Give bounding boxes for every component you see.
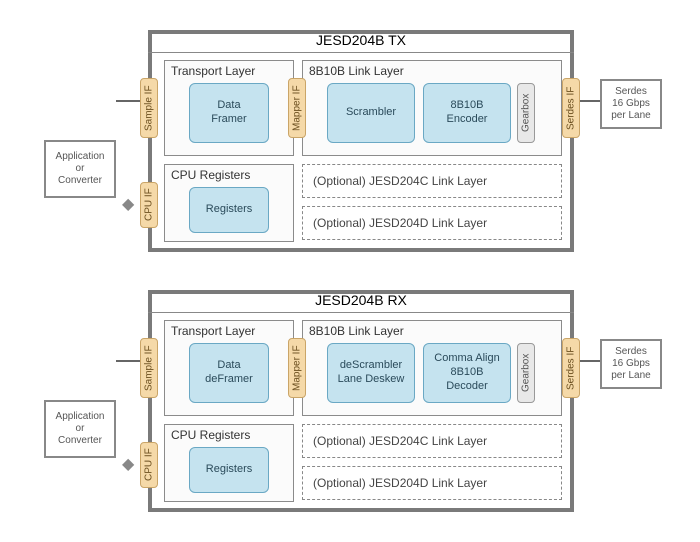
tx-opt-c: (Optional) JESD204C Link Layer — [302, 164, 562, 198]
tx-cpu-label: CPU Registers — [171, 168, 250, 182]
rx-opt-d: (Optional) JESD204D Link Layer — [302, 466, 562, 500]
rx-decoder: Comma Align8B10BDecoder — [423, 343, 511, 403]
rx-link-group: 8B10B Link Layer deScramblerLane Deskew … — [302, 320, 562, 416]
rx-cpu-if: CPU IF — [140, 442, 158, 488]
rx-data-deframer: DatadeFramer — [189, 343, 269, 403]
rx-gearbox: Gearbox — [517, 343, 535, 403]
tx-mapper-if: Mapper IF — [288, 78, 306, 138]
tx-link-label: 8B10B Link Layer — [309, 64, 404, 78]
tx-right-text: Serdes16 Gbpsper Lane — [611, 86, 650, 122]
rx-sample-if: Sample IF — [140, 338, 158, 398]
rx-left-text: ApplicationorConverter — [56, 411, 105, 447]
tx-data-framer: DataFramer — [189, 83, 269, 143]
rx-mapper-if: Mapper IF — [288, 338, 306, 398]
tx-left-text: ApplicationorConverter — [56, 151, 105, 187]
rx-transport-group: Transport Layer DatadeFramer — [164, 320, 294, 416]
tx-scrambler: Scrambler — [327, 83, 415, 143]
tx-serdes-if: Serdes IF — [562, 78, 580, 138]
rx-cpu-group: CPU Registers Registers — [164, 424, 294, 502]
rx-right-text: Serdes16 Gbpsper Lane — [611, 346, 650, 382]
tx-registers: Registers — [189, 187, 269, 233]
tx-transport-group: Transport Layer DataFramer — [164, 60, 294, 156]
rx-cpu-label: CPU Registers — [171, 428, 250, 442]
tx-right-label: Serdes16 Gbpsper Lane — [600, 79, 662, 129]
rx-transport-label: Transport Layer — [171, 324, 255, 338]
tx-link-group: 8B10B Link Layer Scrambler 8B10BEncoder … — [302, 60, 562, 156]
tx-title: JESD204B TX — [148, 30, 574, 53]
tx-cpu-if: CPU IF — [140, 182, 158, 228]
rx-registers: Registers — [189, 447, 269, 493]
rx-left-label: ApplicationorConverter — [44, 400, 116, 458]
rx-cpu-arrow: ◆ — [122, 457, 134, 473]
tx-left-label: ApplicationorConverter — [44, 140, 116, 198]
rx-frame: JESD204B RX Transport Layer DatadeFramer… — [148, 290, 574, 512]
rx-link-label: 8B10B Link Layer — [309, 324, 404, 338]
tx-transport-label: Transport Layer — [171, 64, 255, 78]
tx-gearbox: Gearbox — [517, 83, 535, 143]
rx-right-label: Serdes16 Gbpsper Lane — [600, 339, 662, 389]
tx-sample-if: Sample IF — [140, 78, 158, 138]
tx-frame: JESD204B TX Transport Layer DataFramer 8… — [148, 30, 574, 252]
tx-encoder: 8B10BEncoder — [423, 83, 511, 143]
tx-opt-d: (Optional) JESD204D Link Layer — [302, 206, 562, 240]
tx-cpu-group: CPU Registers Registers — [164, 164, 294, 242]
rx-descrambler: deScramblerLane Deskew — [327, 343, 415, 403]
rx-serdes-if: Serdes IF — [562, 338, 580, 398]
rx-title: JESD204B RX — [148, 290, 574, 313]
tx-cpu-arrow: ◆ — [122, 197, 134, 213]
rx-opt-c: (Optional) JESD204C Link Layer — [302, 424, 562, 458]
